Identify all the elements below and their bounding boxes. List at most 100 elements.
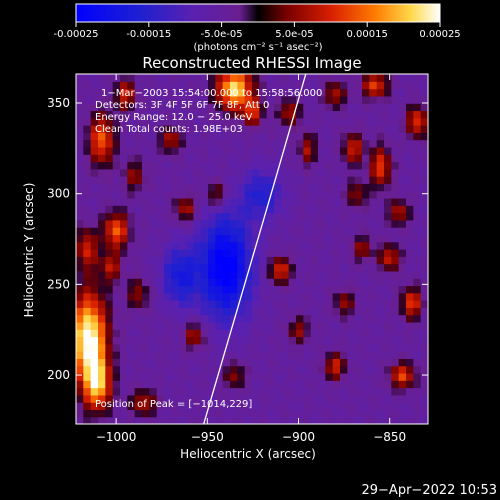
- heatmap-cell: [362, 241, 370, 250]
- heatmap-cell: [281, 365, 290, 374]
- heatmap-cell: [266, 168, 275, 177]
- heatmap-cell: [354, 132, 363, 141]
- heatmap-cell: [288, 249, 297, 257]
- heatmap-cell: [406, 372, 414, 381]
- heatmap-cell: [281, 88, 290, 97]
- x-tick-label: −950: [191, 430, 224, 444]
- heatmap-cell: [274, 278, 282, 287]
- heatmap-cell: [186, 176, 194, 184]
- heatmap-cell: [318, 95, 326, 104]
- heatmap-cell: [171, 146, 180, 155]
- heatmap-cell: [369, 307, 378, 316]
- heatmap-cell: [244, 183, 253, 192]
- heatmap-cell: [259, 249, 268, 257]
- heatmap-cell: [171, 241, 180, 250]
- heatmap-cell: [171, 321, 180, 330]
- heatmap-cell: [303, 358, 312, 367]
- heatmap-cell: [391, 146, 400, 155]
- heatmap-cell: [274, 81, 282, 90]
- heatmap-cell: [171, 380, 180, 389]
- heatmap-cell: [266, 387, 275, 396]
- heatmap-cell: [149, 197, 158, 206]
- heatmap-cell: [391, 241, 400, 250]
- heatmap-cell: [76, 146, 84, 155]
- heatmap-cell: [215, 343, 224, 352]
- heatmap-cell: [76, 365, 84, 374]
- heatmap-cell: [200, 314, 209, 323]
- heatmap-cell: [310, 117, 319, 126]
- heatmap-cell: [406, 227, 414, 236]
- heatmap-cell: [369, 161, 378, 170]
- heatmap-cell: [244, 300, 253, 308]
- heatmap-cell: [398, 387, 407, 396]
- heatmap-cell: [384, 351, 392, 359]
- heatmap-cell: [310, 183, 319, 192]
- heatmap-cell: [127, 336, 136, 345]
- heatmap-cell: [193, 365, 202, 374]
- heatmap-cell: [171, 329, 180, 338]
- heatmap-cell: [149, 351, 158, 359]
- heatmap-cell: [369, 300, 378, 308]
- heatmap-cell: [230, 190, 238, 199]
- heatmap-cell: [178, 168, 187, 177]
- heatmap-cell: [420, 285, 428, 294]
- heatmap-cell: [149, 329, 158, 338]
- heatmap-cell: [193, 183, 202, 192]
- heatmap-cell: [244, 176, 253, 184]
- heatmap-cell: [259, 402, 268, 411]
- heatmap-cell: [288, 190, 297, 199]
- heatmap-cell: [127, 278, 136, 287]
- heatmap-cell: [215, 139, 224, 148]
- heatmap-cell: [266, 336, 275, 345]
- heatmap-cell: [215, 402, 224, 411]
- heatmap-cell: [420, 321, 428, 330]
- heatmap-cell: [98, 117, 106, 126]
- heatmap-cell: [274, 351, 282, 359]
- heatmap-cell: [193, 343, 202, 352]
- heatmap-cell: [332, 183, 341, 192]
- heatmap-cell: [208, 314, 216, 323]
- heatmap-cell: [164, 365, 172, 374]
- heatmap-cell: [325, 278, 334, 287]
- heatmap-cell: [156, 292, 165, 301]
- heatmap-cell: [127, 227, 136, 236]
- heatmap-cell: [164, 372, 172, 381]
- heatmap-cell: [391, 161, 400, 170]
- heatmap-cell: [288, 227, 297, 236]
- heatmap-cell: [171, 154, 180, 163]
- heatmap-cell: [369, 176, 378, 184]
- heatmap-cell: [127, 241, 136, 250]
- heatmap-cell: [237, 343, 246, 352]
- heatmap-cell: [332, 88, 341, 97]
- heatmap-cell: [142, 117, 150, 126]
- heatmap-cell: [303, 132, 312, 141]
- heatmap-cell: [354, 314, 363, 323]
- heatmap-cell: [178, 249, 187, 257]
- heatmap-cell: [222, 234, 231, 243]
- heatmap-cell: [230, 176, 238, 184]
- heatmap-cell: [156, 321, 165, 330]
- heatmap-cell: [83, 278, 92, 287]
- heatmap-cell: [127, 343, 136, 352]
- heatmap-cell: [76, 409, 84, 418]
- heatmap-cell: [376, 241, 385, 250]
- heatmap-cell: [186, 146, 194, 155]
- heatmap-cell: [318, 103, 326, 112]
- heatmap-cell: [362, 300, 370, 308]
- heatmap-cell: [244, 263, 253, 272]
- heatmap-cell: [340, 161, 348, 170]
- heatmap-cell: [303, 81, 312, 90]
- heatmap-cell: [296, 321, 304, 330]
- heatmap-cell: [98, 125, 106, 133]
- heatmap-cell: [98, 409, 106, 418]
- heatmap-cell: [376, 416, 385, 424]
- heatmap-cell: [296, 176, 304, 184]
- heatmap-cell: [134, 241, 143, 250]
- heatmap-cell: [83, 358, 92, 367]
- heatmap-cell: [288, 300, 297, 308]
- heatmap-cell: [112, 394, 121, 403]
- heatmap-cell: [281, 387, 290, 396]
- heatmap-cell: [325, 285, 334, 294]
- heatmap-cell: [303, 74, 312, 82]
- heatmap-cell: [391, 168, 400, 177]
